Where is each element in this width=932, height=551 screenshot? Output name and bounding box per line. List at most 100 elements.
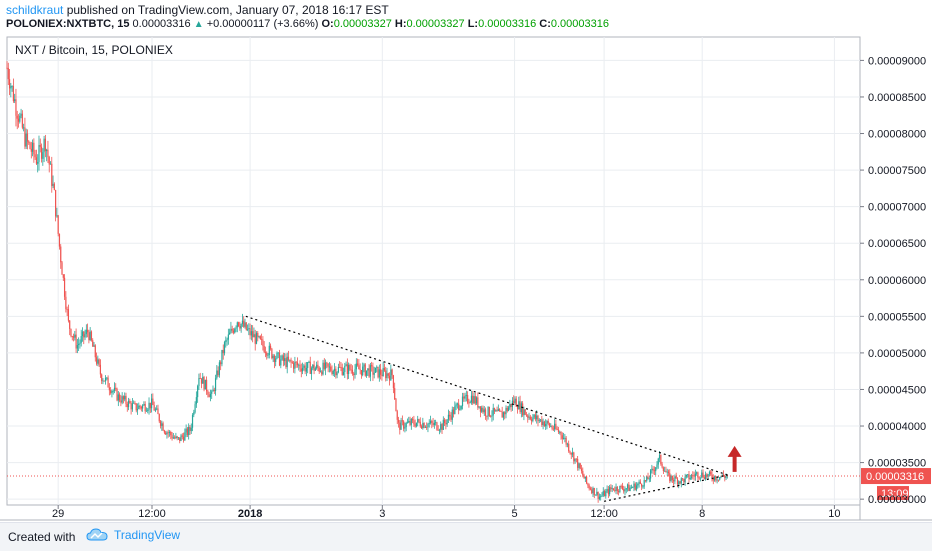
candle-body [619, 485, 621, 492]
candle-body [623, 489, 625, 492]
tradingview-brand[interactable]: TradingView [86, 528, 180, 542]
candle-body [454, 406, 456, 415]
y-tick-label: 0.00004500 [868, 384, 926, 396]
candle-body [546, 421, 548, 425]
candle-body [601, 495, 603, 497]
candle-body [232, 330, 235, 333]
candle-body [104, 377, 107, 382]
candle-body [564, 437, 566, 439]
candle-body [555, 423, 557, 429]
time-axis[interactable]: 29 12:00 2018 3 5 12:00 8 10 [52, 505, 841, 520]
candle-body [603, 491, 606, 497]
candle-body [246, 329, 249, 330]
candle-body [39, 145, 41, 147]
candle-body [188, 426, 190, 436]
candle-body [40, 146, 43, 159]
candle-body [323, 362, 325, 369]
candle-body [662, 467, 664, 472]
candle-body [574, 458, 576, 462]
candle-body [56, 215, 58, 217]
candle-body [317, 364, 319, 368]
candle-body [60, 246, 62, 263]
candle-body [624, 489, 626, 492]
candle-body [305, 367, 308, 372]
candle-body [628, 484, 630, 492]
candle-body [289, 359, 291, 361]
y-tick-label: 0.00003500 [868, 458, 926, 470]
candle-body [194, 404, 196, 413]
candle-body [431, 420, 433, 423]
candle-body [356, 363, 359, 366]
candle-body [646, 476, 648, 481]
candle-body [620, 485, 622, 487]
candle-body [514, 398, 516, 404]
candle-body [635, 485, 638, 490]
candle-body [37, 161, 39, 164]
candle-body [653, 470, 656, 472]
candle-body [386, 373, 388, 379]
candle-body [719, 477, 721, 480]
candle-body [140, 407, 142, 409]
candle-body [573, 452, 575, 462]
candle-body [488, 406, 490, 416]
candle-body [38, 145, 40, 162]
candle-body [496, 410, 498, 412]
candle-body [369, 365, 371, 377]
candle-body [198, 378, 200, 387]
candle-body [277, 352, 279, 354]
candle-body [716, 479, 718, 481]
candle-body [244, 322, 246, 327]
candle-body [331, 370, 333, 375]
candle-body [701, 472, 703, 478]
candle-body [16, 115, 18, 119]
candle-body [525, 414, 528, 416]
candle-body [598, 496, 601, 499]
candle-body [111, 390, 113, 394]
candle-body [165, 432, 167, 435]
candle-body [115, 387, 117, 389]
candle-body [428, 423, 430, 425]
author-link[interactable]: schildkraut [6, 3, 64, 17]
candle-body [255, 332, 258, 344]
candle-body [17, 118, 20, 122]
trendlines[interactable] [245, 315, 728, 502]
candle-body [724, 476, 726, 478]
candle-body [24, 127, 26, 147]
candle-body [609, 487, 611, 495]
candle-body [372, 366, 374, 375]
candle-body [455, 404, 457, 407]
candle-body [52, 183, 54, 186]
candle-body [710, 471, 712, 475]
candle-body [424, 426, 426, 428]
y-tick-label: 0.00008000 [868, 129, 926, 141]
candle-body [287, 356, 290, 361]
candle-body [206, 379, 208, 392]
candle-body [126, 403, 128, 408]
candle-body [376, 366, 378, 368]
candle-body [72, 336, 75, 338]
candle-body [145, 410, 148, 412]
candle-body [193, 412, 195, 415]
candle-body [57, 215, 59, 234]
candle-body [43, 138, 45, 153]
candle-body [222, 349, 224, 354]
candle-body [495, 410, 497, 412]
candle-body [161, 423, 163, 426]
footer: Created with TradingView [0, 522, 932, 551]
candle-body [702, 472, 704, 478]
candle-body [647, 476, 649, 480]
candle-body [294, 361, 296, 369]
candle-body [420, 426, 423, 429]
candle-body [688, 474, 690, 480]
candle-body [299, 364, 301, 369]
candle-body [557, 429, 560, 433]
candle-body [261, 339, 263, 340]
candle-body [234, 328, 236, 333]
candle-body [70, 328, 72, 337]
candle-body [530, 419, 533, 422]
price-axis[interactable]: 0.00009000 0.00008500 0.00008000 0.00007500… [860, 55, 926, 506]
candle-body [656, 464, 658, 468]
candle-body [469, 402, 471, 404]
candle-body [584, 476, 586, 479]
